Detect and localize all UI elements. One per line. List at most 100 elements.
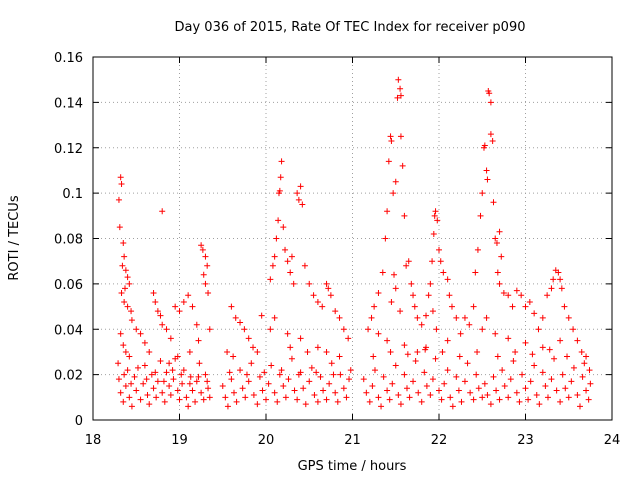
x-tick-label: 22 [431,433,448,448]
data-point [484,392,491,399]
data-point [399,162,406,169]
data-point [340,326,347,333]
data-point [346,376,353,383]
data-point [385,158,392,165]
data-point [159,321,166,328]
data-point [332,308,339,315]
data-point [180,367,187,374]
data-point [391,271,398,278]
data-point [308,364,315,371]
data-point [282,246,289,253]
data-point [483,167,490,174]
data-point [291,387,298,394]
data-point [141,339,148,346]
x-tick-label: 21 [344,433,361,448]
data-point [287,344,294,351]
data-point [185,292,192,299]
data-point [440,269,447,276]
data-point [565,394,572,401]
data-point [314,344,321,351]
data-point [496,228,503,235]
data-point [401,212,408,219]
data-point [202,371,209,378]
data-point [369,382,376,389]
data-point [161,398,168,405]
data-point [432,355,439,362]
data-point [160,378,167,385]
data-point [154,378,161,385]
data-point [228,303,235,310]
data-point [574,337,581,344]
data-point [119,262,126,269]
data-point [363,389,370,396]
data-point [134,364,141,371]
data-point [536,401,543,408]
data-point [230,353,237,360]
data-point [499,367,506,374]
data-point [287,269,294,276]
data-point [441,380,448,387]
data-point [568,378,575,385]
data-point [484,176,491,183]
data-point [166,382,173,389]
data-point [239,385,246,392]
data-point [189,303,196,310]
data-point [401,342,408,349]
data-point [501,382,508,389]
data-point [196,360,203,367]
data-point [314,398,321,405]
data-point [326,380,333,387]
data-point [481,142,488,149]
data-point [186,348,193,355]
data-point [516,398,523,405]
data-point [397,401,404,408]
data-point [513,389,520,396]
data-point [386,396,393,403]
data-point [487,131,494,138]
data-point [176,308,183,315]
data-point [557,398,564,405]
data-point [392,285,399,292]
data-point [336,314,343,321]
data-point [276,187,283,194]
data-point [193,378,200,385]
data-point [163,326,170,333]
data-point [193,321,200,328]
data-point [347,367,354,374]
chart-title: Day 036 of 2015, Rate Of TEC Index for r… [175,20,526,35]
data-point [148,371,155,378]
data-point [330,371,337,378]
data-point [414,314,421,321]
data-point [507,376,514,383]
data-point [219,382,226,389]
data-point [294,190,301,197]
data-point [529,351,536,358]
y-tick-label: 0.02 [54,369,83,384]
data-point [300,385,307,392]
data-point [557,276,564,283]
data-point [170,376,177,383]
data-point [387,133,394,140]
data-point [389,380,396,387]
data-point [375,289,382,296]
data-point [254,348,261,355]
data-point [378,403,385,410]
data-point [586,367,593,374]
data-point [461,314,468,321]
y-tick-label: 0 [75,414,83,429]
data-point [427,392,434,399]
data-point [133,326,140,333]
data-point [431,212,438,219]
data-point [245,378,252,385]
data-point [581,360,588,367]
data-point [518,292,525,299]
data-point [473,371,480,378]
data-point [205,385,212,392]
data-point [137,330,144,337]
data-point [561,303,568,310]
data-point [570,326,577,333]
data-point [242,394,249,401]
data-point [310,292,317,299]
data-point [406,394,413,401]
data-point [544,292,551,299]
